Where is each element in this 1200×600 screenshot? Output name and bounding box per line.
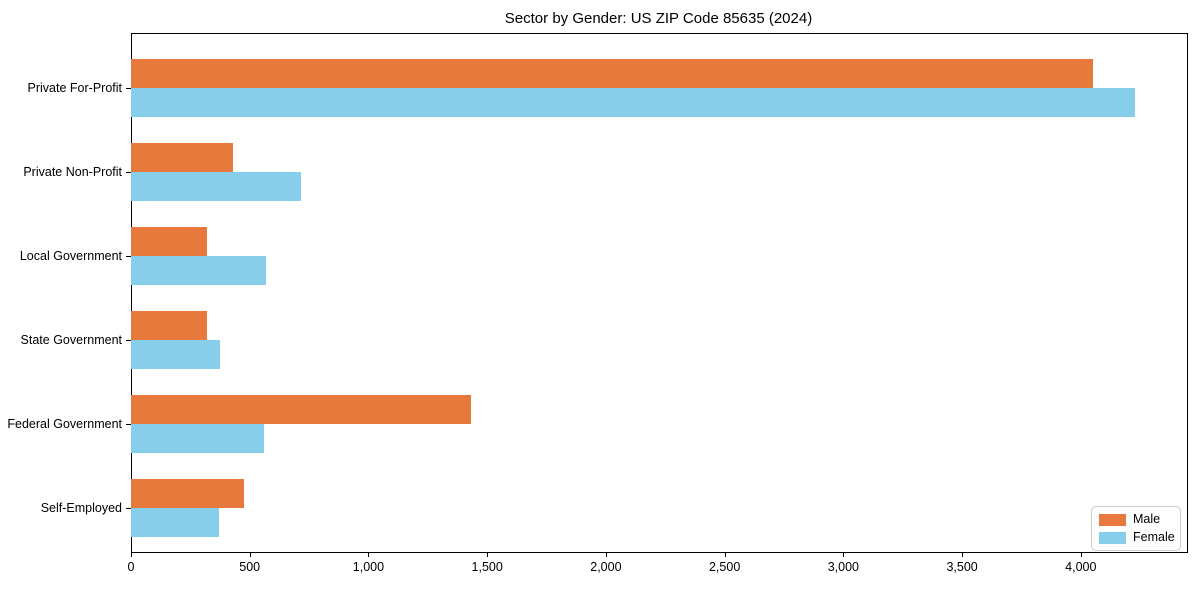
- legend-swatch-male-icon: [1099, 513, 1126, 526]
- legend-label-female: Female: [1133, 530, 1175, 544]
- bar-male-federal-government: [131, 395, 471, 424]
- x-tick-mark: [131, 552, 132, 557]
- bar-female-private-non-profit: [131, 172, 301, 201]
- y-tick-mark: [126, 508, 131, 509]
- x-tick-mark: [605, 552, 607, 557]
- bar-male-state-government: [131, 311, 207, 340]
- x-tick-label: 2,500: [708, 560, 741, 574]
- bar-male-private-non-profit: [131, 143, 234, 172]
- legend-label-male: Male: [1133, 512, 1161, 526]
- x-tick-mark: [962, 552, 964, 557]
- bar-female-private-for-profit: [131, 88, 1136, 117]
- x-tick-label: 3,500: [946, 560, 978, 574]
- plot-area: [131, 33, 1188, 553]
- x-tick-mark: [724, 552, 726, 557]
- legend-item-male: Male: [1099, 513, 1173, 526]
- x-tick-label: 500: [239, 560, 261, 574]
- y-tick-label-state-government: State Government: [20, 333, 122, 347]
- y-tick-mark: [126, 172, 131, 173]
- y-tick-label-private-for-profit: Private For-Profit: [27, 81, 122, 95]
- x-tick-mark: [368, 552, 370, 557]
- legend-item-female: Female: [1099, 530, 1175, 544]
- y-tick-mark: [126, 340, 131, 341]
- y-tick-mark: [126, 88, 131, 89]
- x-tick-mark: [1080, 552, 1082, 557]
- x-tick-label: 3,000: [827, 560, 859, 574]
- bar-female-local-government: [131, 256, 267, 285]
- x-tick-label: 2,000: [590, 560, 622, 574]
- bar-female-self-employed: [131, 508, 219, 537]
- legend-swatch-female-icon: [1099, 531, 1126, 544]
- x-tick-mark: [843, 552, 845, 557]
- bar-male-private-for-profit: [131, 59, 1093, 88]
- y-tick-mark: [126, 256, 131, 257]
- bar-male-self-employed: [131, 479, 244, 508]
- x-tick-label: 1,000: [352, 560, 385, 574]
- x-tick-mark: [487, 552, 489, 557]
- y-tick-mark: [126, 424, 131, 425]
- x-tick-label: 4,000: [1065, 560, 1097, 574]
- y-tick-label-private-non-profit: Private Non-Profit: [23, 165, 122, 179]
- bar-male-local-government: [131, 227, 207, 256]
- x-tick-label: 1,500: [471, 560, 503, 574]
- y-tick-label-local-government: Local Government: [19, 249, 122, 263]
- bar-female-state-government: [131, 340, 221, 369]
- chart-title: Sector by Gender: US ZIP Code 85635 (202…: [504, 10, 813, 27]
- x-tick-mark: [249, 552, 251, 557]
- y-tick-label-self-employed: Self-Employed: [40, 501, 122, 515]
- y-tick-label-federal-government: Federal Government: [7, 417, 122, 431]
- legend: Male Female: [1091, 506, 1181, 551]
- x-tick-label: 0: [127, 560, 135, 574]
- bar-female-federal-government: [131, 424, 264, 453]
